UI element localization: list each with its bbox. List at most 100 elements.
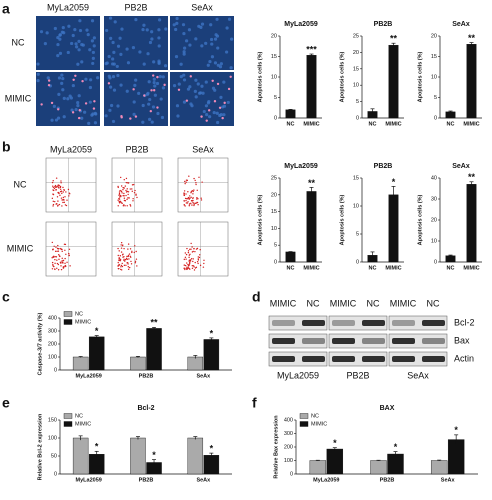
event	[183, 258, 186, 261]
error-bar	[94, 335, 99, 339]
event	[135, 258, 138, 260]
cell	[201, 91, 205, 95]
x-tick-label: MIMIC	[303, 265, 319, 271]
event	[127, 254, 130, 257]
stained-cell	[47, 83, 51, 87]
error-bar	[309, 187, 314, 196]
event	[194, 261, 196, 264]
cell	[110, 103, 114, 108]
cell	[107, 54, 111, 59]
event	[131, 184, 134, 186]
event	[122, 253, 124, 255]
cell	[182, 52, 186, 56]
significance: **	[468, 172, 476, 182]
legend-label: MIMIC	[311, 421, 327, 427]
event	[52, 249, 54, 251]
cell	[105, 28, 109, 33]
event	[118, 193, 121, 195]
event	[188, 267, 190, 270]
event	[134, 189, 136, 192]
error-bar	[135, 436, 140, 440]
event	[188, 205, 190, 207]
y-tick-label: 150	[48, 417, 57, 423]
event	[187, 201, 189, 203]
event	[52, 200, 54, 203]
cell	[58, 51, 63, 55]
event	[127, 243, 130, 245]
event	[60, 182, 62, 184]
event	[57, 244, 59, 247]
event	[199, 254, 201, 256]
band	[422, 320, 445, 326]
cell	[212, 110, 216, 115]
event	[124, 260, 126, 262]
cell	[91, 56, 95, 60]
event	[126, 205, 128, 207]
event	[125, 194, 127, 197]
event	[183, 200, 185, 202]
cell	[200, 22, 205, 26]
event	[56, 196, 59, 198]
event	[125, 181, 128, 184]
event	[183, 194, 186, 197]
cell	[134, 18, 138, 22]
event	[198, 176, 200, 178]
cell	[198, 91, 203, 95]
band	[272, 320, 295, 326]
event	[203, 262, 205, 265]
cell	[108, 108, 112, 112]
cell	[60, 30, 64, 34]
cell	[90, 19, 95, 23]
cell	[218, 113, 222, 118]
event	[120, 190, 123, 193]
cell	[210, 55, 215, 59]
event	[189, 259, 191, 261]
cell	[66, 97, 70, 101]
y-tick-label: 10	[271, 74, 277, 80]
event	[59, 261, 62, 263]
event	[187, 263, 189, 266]
event	[187, 191, 189, 193]
event	[131, 250, 133, 253]
blot-strip	[388, 333, 448, 349]
stained-cell	[93, 100, 96, 103]
cell	[157, 28, 161, 32]
stained-cell	[149, 109, 153, 113]
event	[60, 248, 62, 251]
event	[60, 190, 63, 192]
event	[119, 255, 122, 257]
event	[68, 248, 71, 250]
cell	[112, 50, 116, 54]
event	[118, 250, 120, 252]
band	[392, 338, 415, 344]
cell	[70, 108, 74, 112]
cell	[213, 88, 217, 92]
cell	[56, 54, 60, 58]
cell	[145, 28, 149, 32]
error-bar	[469, 181, 474, 187]
blot-strip	[268, 315, 328, 331]
cell	[208, 60, 212, 64]
cell	[158, 75, 162, 79]
cell	[222, 113, 226, 117]
event	[123, 187, 125, 189]
cell	[179, 62, 183, 66]
event	[193, 189, 195, 191]
event	[120, 241, 123, 244]
cell	[222, 80, 226, 84]
event	[57, 191, 59, 194]
y-tick-label: 0	[290, 471, 293, 477]
event	[184, 268, 186, 271]
y-axis-label: Caspase-3/7 activity (%)	[37, 313, 43, 376]
event	[186, 266, 188, 268]
y-tick-label: 5	[356, 231, 359, 237]
event	[136, 196, 138, 199]
y-axis-label: Apoptosis cells (%)	[417, 194, 423, 245]
event	[194, 250, 196, 253]
event	[127, 197, 129, 199]
band	[302, 320, 325, 326]
cell	[43, 42, 47, 46]
event	[124, 258, 127, 261]
bar	[203, 455, 220, 475]
y-tick-label: 0	[434, 259, 437, 265]
